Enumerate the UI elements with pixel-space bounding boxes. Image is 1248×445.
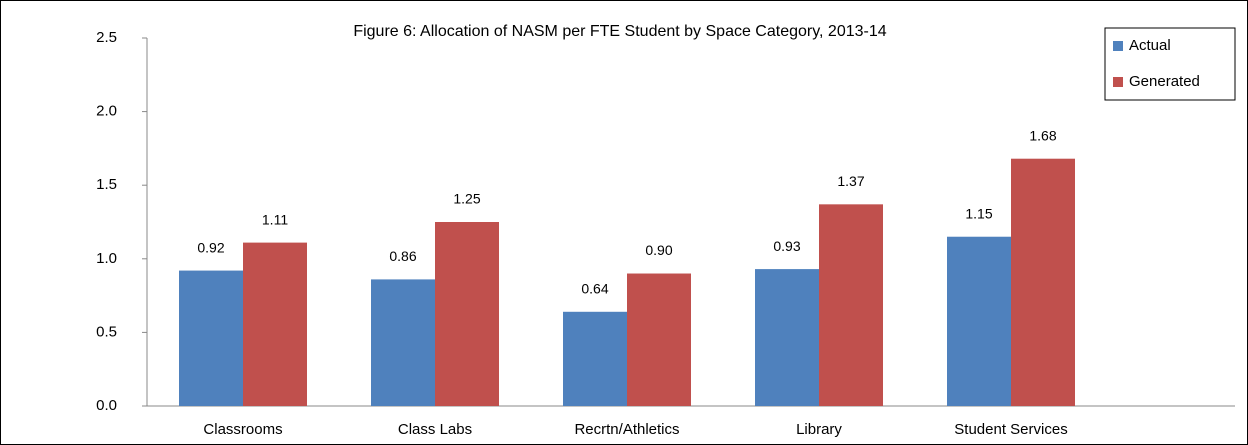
- value-label: 1.25: [453, 191, 480, 207]
- value-label: 0.64: [581, 280, 608, 296]
- value-label: 0.86: [389, 248, 416, 264]
- value-label: 0.90: [645, 242, 672, 258]
- bar: [179, 270, 243, 406]
- y-tick-label: 1.0: [96, 250, 117, 267]
- y-tick-label: 0.5: [96, 323, 117, 340]
- x-tick-label: Library: [796, 421, 842, 438]
- value-label: 1.68: [1029, 127, 1056, 143]
- value-label: 0.93: [773, 238, 800, 254]
- bar: [819, 204, 883, 406]
- value-label: 0.92: [197, 239, 224, 255]
- chart-title: Figure 6: Allocation of NASM per FTE Stu…: [353, 23, 886, 40]
- y-tick-label: 2.5: [96, 29, 117, 46]
- bar: [947, 236, 1011, 406]
- y-tick-label: 2.0: [96, 103, 117, 120]
- legend-box: [1104, 27, 1236, 101]
- value-label: 1.11: [262, 211, 288, 227]
- x-tick-label: Class Labs: [398, 421, 472, 438]
- y-tick-label: 1.5: [96, 176, 117, 193]
- x-tick-label: Student Services: [954, 421, 1067, 438]
- bar: [243, 242, 307, 406]
- bar: [435, 222, 499, 406]
- bar: [1011, 158, 1075, 406]
- bar: [627, 273, 691, 406]
- value-label: 1.15: [965, 205, 992, 221]
- bar: [371, 279, 435, 406]
- x-tick-label: Recrtn/Athletics: [574, 421, 679, 438]
- legend-swatch: [1113, 77, 1123, 87]
- bar: [563, 311, 627, 406]
- legend-label: Generated: [1129, 73, 1200, 90]
- legend-label: Actual: [1129, 37, 1171, 54]
- value-label: 1.37: [837, 173, 864, 189]
- y-tick-label: 0.0: [96, 397, 117, 414]
- bar: [755, 269, 819, 406]
- x-tick-label: Classrooms: [203, 421, 282, 438]
- legend-swatch: [1113, 41, 1123, 51]
